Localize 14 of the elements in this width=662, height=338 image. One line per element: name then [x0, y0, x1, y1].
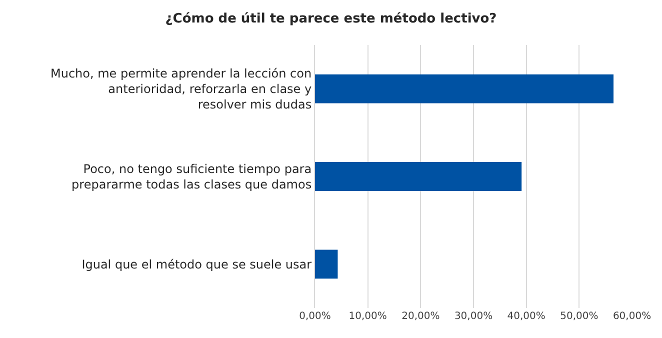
x-tick-label: 20,00% — [402, 311, 440, 322]
chart-title: ¿Cómo de útil te parece este método lectivo? — [165, 12, 497, 27]
x-tick-label: 30,00% — [454, 311, 493, 322]
x-tick-label: 10,00% — [348, 311, 387, 322]
y-tick-label: Igual que el método que se suele usar — [82, 257, 312, 272]
y-tick-label: Poco, no tengo suficiente tiempo para prepararme todas las clases que damos — [72, 162, 312, 192]
bar — [315, 162, 522, 191]
x-tick-label: 40,00% — [507, 311, 546, 322]
bar — [315, 250, 338, 279]
x-tick-label: 50,00% — [560, 311, 598, 322]
x-tick-label: 0,00% — [299, 311, 331, 322]
y-tick-label: Mucho, me permite aprender la lección con anterioridad, reforzarla en clase y resolver mis dudas — [50, 66, 312, 112]
bar — [315, 74, 614, 104]
x-tick-label: 60,00% — [612, 311, 652, 322]
